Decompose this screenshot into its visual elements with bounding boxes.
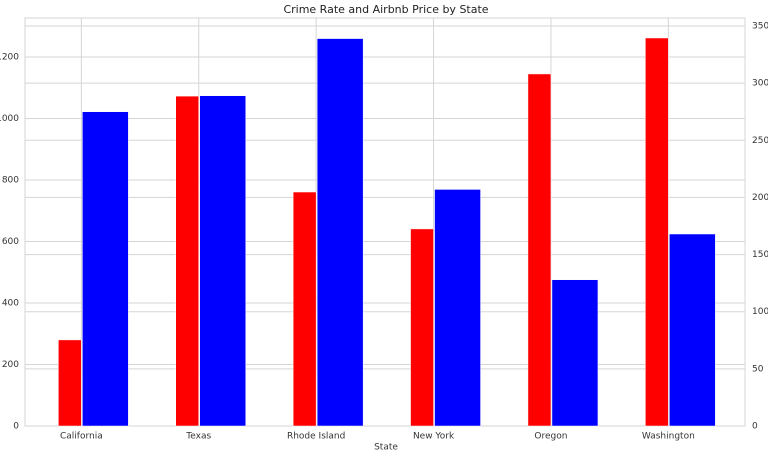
bar (551, 279, 599, 427)
y2-tick-label: 250 (752, 136, 768, 146)
y2-tick-label: 300 (752, 79, 768, 89)
x-tick-label: Washington (642, 432, 695, 442)
bar (58, 339, 82, 427)
plot-frame (24, 17, 746, 427)
x-axis-label: State (374, 443, 398, 453)
y-tick-label: 1200 (0, 53, 19, 63)
bar (175, 95, 200, 427)
y2-tick-label: 350 (752, 22, 768, 32)
x-tick-label: Rhode Island (287, 432, 345, 442)
y-tick-label: 200 (2, 360, 19, 370)
y-tick-label: 1000 (0, 114, 19, 124)
bar (199, 95, 247, 427)
bar (410, 228, 434, 427)
y2-tick-label: 150 (752, 250, 768, 260)
x-tick-label: New York (413, 432, 455, 442)
chart-title: Crime Rate and Airbnb Price by State (283, 3, 488, 16)
y-tick-label: 600 (2, 237, 19, 247)
y2-tick-label: 200 (752, 193, 768, 203)
y-tick-label: 800 (2, 176, 19, 186)
x-tick-label: Texas (185, 432, 211, 442)
bar (292, 191, 317, 427)
y2-tick-label: 100 (752, 307, 768, 317)
y-tick-label: 400 (2, 299, 19, 309)
bar (316, 38, 364, 427)
y2-tick-label: 0 (752, 422, 758, 432)
bar (82, 111, 129, 427)
y2-tick-label: 50 (752, 364, 764, 374)
bar (645, 37, 669, 427)
x-tick-label: Oregon (534, 432, 567, 442)
bar (434, 189, 481, 427)
x-tick-label: California (60, 432, 103, 442)
bar (669, 233, 716, 427)
y-tick-label: 0 (13, 422, 19, 432)
bar (527, 73, 552, 427)
